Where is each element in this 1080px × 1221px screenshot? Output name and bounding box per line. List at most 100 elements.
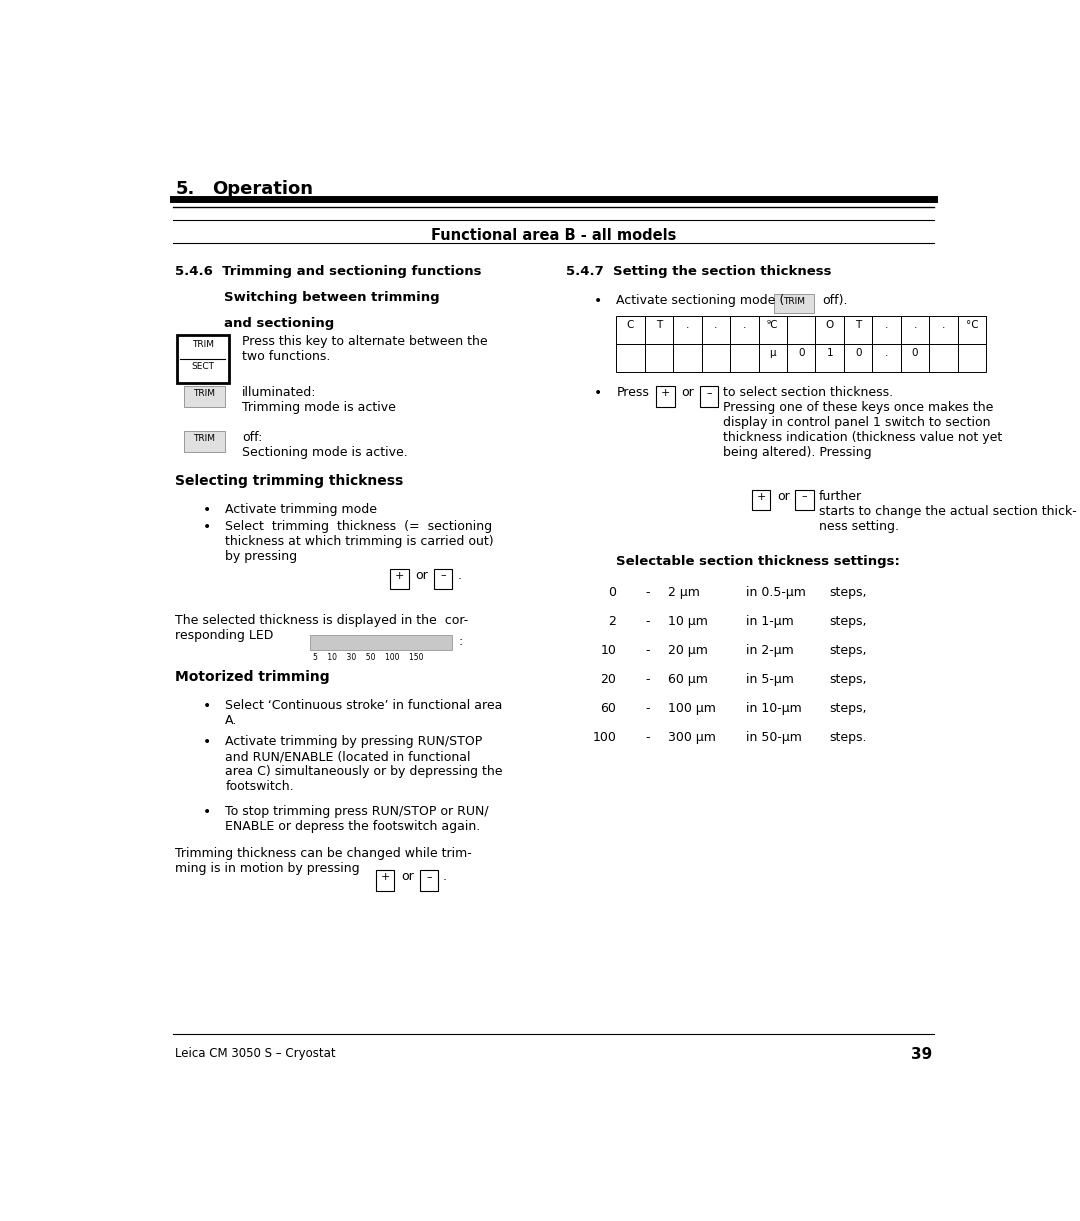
Text: 60: 60 xyxy=(600,702,617,716)
Bar xyxy=(773,294,814,313)
Bar xyxy=(730,316,758,344)
Text: The selected thickness is displayed in the  cor-
responding LED: The selected thickness is displayed in t… xyxy=(175,614,469,642)
Text: Select  trimming  thickness  (=  sectioning
thickness at which trimming is carri: Select trimming thickness (= sectioning … xyxy=(226,520,494,563)
Text: TRIM: TRIM xyxy=(193,435,216,443)
Text: 1: 1 xyxy=(826,348,833,358)
Text: Leica CM 3050 S – Cryostat: Leica CM 3050 S – Cryostat xyxy=(175,1048,336,1060)
Text: or: or xyxy=(777,490,789,503)
Text: 5.4.7  Setting the section thickness: 5.4.7 Setting the section thickness xyxy=(566,265,832,278)
Bar xyxy=(730,344,758,372)
Text: .: . xyxy=(443,871,447,884)
Text: 0: 0 xyxy=(912,348,918,358)
Text: •: • xyxy=(203,805,211,818)
Bar xyxy=(815,316,843,344)
Bar xyxy=(873,316,901,344)
Bar xyxy=(929,344,958,372)
Text: +: + xyxy=(661,388,671,398)
Text: in 0.5-μm: in 0.5-μm xyxy=(746,586,806,598)
Text: 39: 39 xyxy=(910,1048,932,1062)
Text: O: O xyxy=(825,320,834,330)
Bar xyxy=(184,431,226,452)
Bar xyxy=(702,344,730,372)
Text: C: C xyxy=(626,320,634,330)
Bar xyxy=(702,316,730,344)
Text: .: . xyxy=(457,569,461,581)
Text: –: – xyxy=(441,570,446,580)
Text: .: . xyxy=(914,320,917,330)
Text: .: . xyxy=(942,320,945,330)
Text: in 2-μm: in 2-μm xyxy=(746,643,794,657)
Text: Trimming thickness can be changed while trim-
ming is in motion by pressing: Trimming thickness can be changed while … xyxy=(175,847,472,875)
Text: :: : xyxy=(459,635,463,648)
Text: 5.: 5. xyxy=(175,181,194,198)
Text: or: or xyxy=(681,386,694,399)
Text: steps,: steps, xyxy=(829,702,867,716)
Text: Activate trimming by pressing RUN/STOP
and RUN/ENABLE (located in functional
are: Activate trimming by pressing RUN/STOP a… xyxy=(226,735,503,794)
Text: off:
Sectioning mode is active.: off: Sectioning mode is active. xyxy=(242,431,408,459)
Text: steps,: steps, xyxy=(829,673,867,686)
Text: 10: 10 xyxy=(600,643,617,657)
Text: 5    10    30    50    100    150: 5 10 30 50 100 150 xyxy=(313,653,423,662)
Text: further
starts to change the actual section thick-
ness setting.: further starts to change the actual sect… xyxy=(819,490,1077,532)
Text: 0: 0 xyxy=(608,586,617,598)
Text: •: • xyxy=(594,386,602,400)
Text: 20: 20 xyxy=(600,673,617,686)
Bar xyxy=(419,871,438,891)
Text: steps,: steps, xyxy=(829,643,867,657)
Text: •: • xyxy=(203,700,211,713)
Text: illuminated:
Trimming mode is active: illuminated: Trimming mode is active xyxy=(242,386,396,414)
Text: in 50-μm: in 50-μm xyxy=(746,731,801,745)
Text: .: . xyxy=(885,320,889,330)
Text: Activate sectioning mode (: Activate sectioning mode ( xyxy=(617,294,784,308)
Text: TRIM: TRIM xyxy=(192,341,214,349)
Text: 100 μm: 100 μm xyxy=(669,702,716,716)
Bar xyxy=(617,344,645,372)
Text: -: - xyxy=(646,586,650,598)
Text: Switching between trimming: Switching between trimming xyxy=(224,292,440,304)
Text: and sectioning: and sectioning xyxy=(224,316,334,330)
Bar xyxy=(929,316,958,344)
Bar xyxy=(901,316,929,344)
Text: or: or xyxy=(416,569,428,581)
Bar xyxy=(390,569,408,590)
Text: •: • xyxy=(203,520,211,534)
Bar xyxy=(673,344,702,372)
Text: Selecting trimming thickness: Selecting trimming thickness xyxy=(175,474,404,487)
Bar xyxy=(758,316,787,344)
Text: Functional area B - all models: Functional area B - all models xyxy=(431,228,676,243)
Text: 60 μm: 60 μm xyxy=(669,673,708,686)
Bar xyxy=(700,386,718,407)
Text: T: T xyxy=(855,320,861,330)
Text: -: - xyxy=(646,614,650,628)
Bar xyxy=(787,316,815,344)
Bar xyxy=(795,490,814,510)
Bar xyxy=(310,635,453,651)
Text: in 5-μm: in 5-μm xyxy=(746,673,794,686)
Text: •: • xyxy=(203,735,211,748)
Text: off).: off). xyxy=(822,294,848,308)
Text: steps.: steps. xyxy=(829,731,867,745)
Bar xyxy=(177,335,229,383)
Bar xyxy=(873,344,901,372)
Text: in 1-μm: in 1-μm xyxy=(746,614,794,628)
Bar xyxy=(645,316,673,344)
Text: -: - xyxy=(646,731,650,745)
Bar xyxy=(376,871,394,891)
Bar xyxy=(787,344,815,372)
Bar xyxy=(901,344,929,372)
Bar xyxy=(958,344,986,372)
Text: Selectable section thickness settings:: Selectable section thickness settings: xyxy=(617,556,900,569)
Bar xyxy=(958,316,986,344)
Text: Press this key to alternate between the
two functions.: Press this key to alternate between the … xyxy=(242,335,488,363)
Text: steps,: steps, xyxy=(829,614,867,628)
Text: Select ‘Continuous stroke’ in functional area
A.: Select ‘Continuous stroke’ in functional… xyxy=(226,700,503,728)
Text: 10 μm: 10 μm xyxy=(669,614,708,628)
Text: 2 μm: 2 μm xyxy=(669,586,700,598)
Bar xyxy=(843,344,873,372)
Bar xyxy=(843,316,873,344)
Text: ⁹C: ⁹C xyxy=(767,320,779,330)
Bar xyxy=(645,344,673,372)
Text: to select section thickness.
Pressing one of these keys once makes the
display i: to select section thickness. Pressing on… xyxy=(724,386,1002,459)
Text: -: - xyxy=(646,673,650,686)
Text: .: . xyxy=(686,320,689,330)
